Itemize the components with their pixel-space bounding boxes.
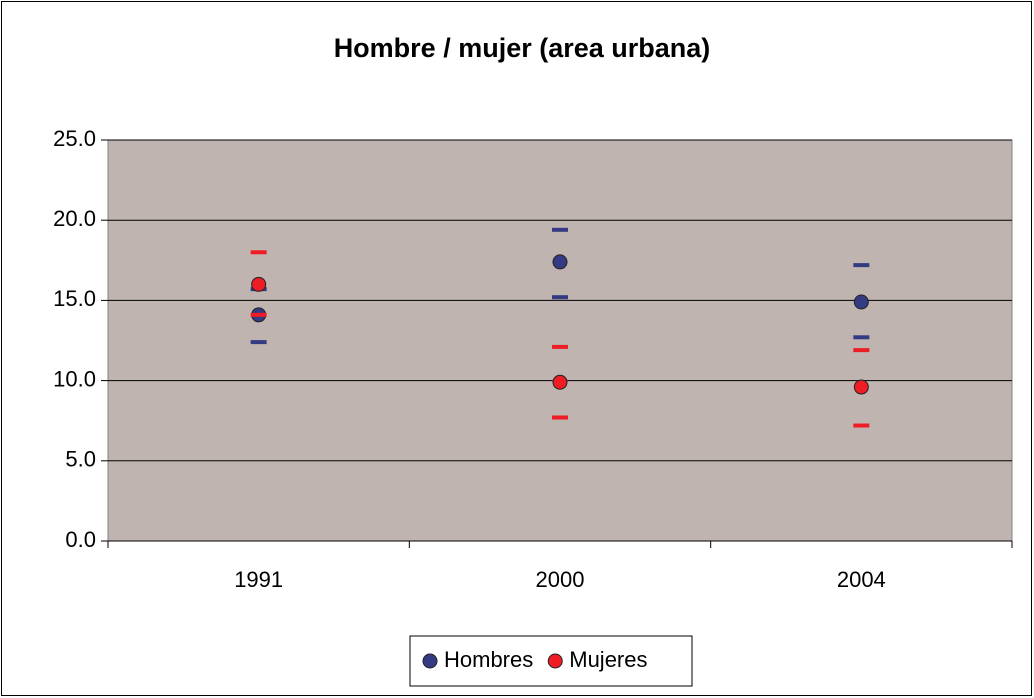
interval-high	[853, 263, 870, 268]
y-tick-label: 25.0	[53, 126, 96, 151]
legend-marker	[422, 653, 438, 669]
interval-high	[250, 250, 267, 255]
interval-low	[853, 423, 870, 428]
point	[552, 254, 568, 270]
x-tick-label: 1991	[234, 567, 283, 592]
legend-label: Mujeres	[569, 647, 647, 672]
interval-low	[250, 340, 267, 345]
legend-label: Hombres	[444, 647, 533, 672]
point	[853, 379, 869, 395]
y-tick-label: 20.0	[53, 206, 96, 231]
y-tick-label: 15.0	[53, 286, 96, 311]
y-tick-label: 0.0	[65, 527, 96, 552]
x-tick-label: 2000	[536, 567, 585, 592]
legend-marker	[547, 653, 563, 669]
interval-high	[552, 227, 568, 232]
x-tick-label: 2004	[837, 567, 886, 592]
interval-low	[552, 415, 568, 420]
interval-high	[552, 344, 568, 349]
interval-high	[853, 348, 870, 353]
chart-title: Hombre / mujer (area urbana)	[334, 33, 711, 63]
point	[552, 374, 568, 390]
plot-area	[107, 139, 1013, 542]
point	[251, 276, 267, 292]
y-tick-label: 10.0	[53, 366, 96, 391]
point	[853, 294, 869, 310]
interval-low	[250, 312, 267, 317]
y-tick-label: 5.0	[65, 447, 96, 472]
interval-low	[853, 335, 870, 340]
interval-low	[552, 295, 568, 300]
